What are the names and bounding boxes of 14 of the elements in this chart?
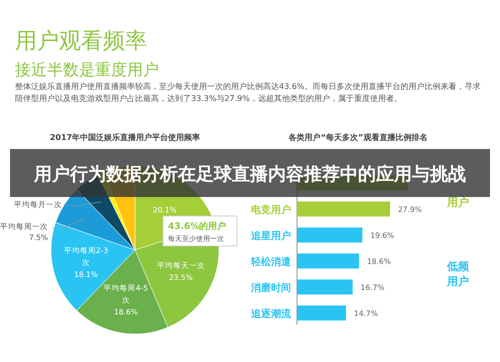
chart-title: 各类用户“每天多次”观看直播比例排名 bbox=[288, 133, 428, 142]
y-tick-label: 轻松消遣 bbox=[250, 256, 292, 268]
annotation: 用户行为数据分析在足球直播内容推荐中的应用与挑战 bbox=[33, 164, 466, 185]
y-tick-label: 电竞用户 bbox=[251, 204, 291, 216]
text: 整体泛娱乐直播用户使用直播频率较高，至少每天使用一次的用户比例高达43.6%。而每日多次使用直播平台的用户比例来看，寻求陪伴型用户以及电竞游戏型用户占比最高，达到了33.3%与27.9%，远超其他类型的用户，属于重度使用者。 bbox=[15, 81, 482, 105]
y-tick-label: 消磨时间 bbox=[250, 282, 291, 294]
text: 接近半数是重度用户 bbox=[15, 60, 159, 79]
chart-title: 2017年中国泛娱乐直播用户平台使用频率 bbox=[50, 132, 200, 142]
text: 43.6%的用户 bbox=[168, 221, 226, 232]
y-tick-label: 追逐潮流 bbox=[250, 308, 292, 320]
text: 用户观看频率 bbox=[15, 29, 147, 54]
text: 用户 bbox=[446, 196, 469, 209]
y-tick-label: 追星用户 bbox=[250, 230, 291, 242]
text: 低频用户 bbox=[446, 260, 470, 288]
